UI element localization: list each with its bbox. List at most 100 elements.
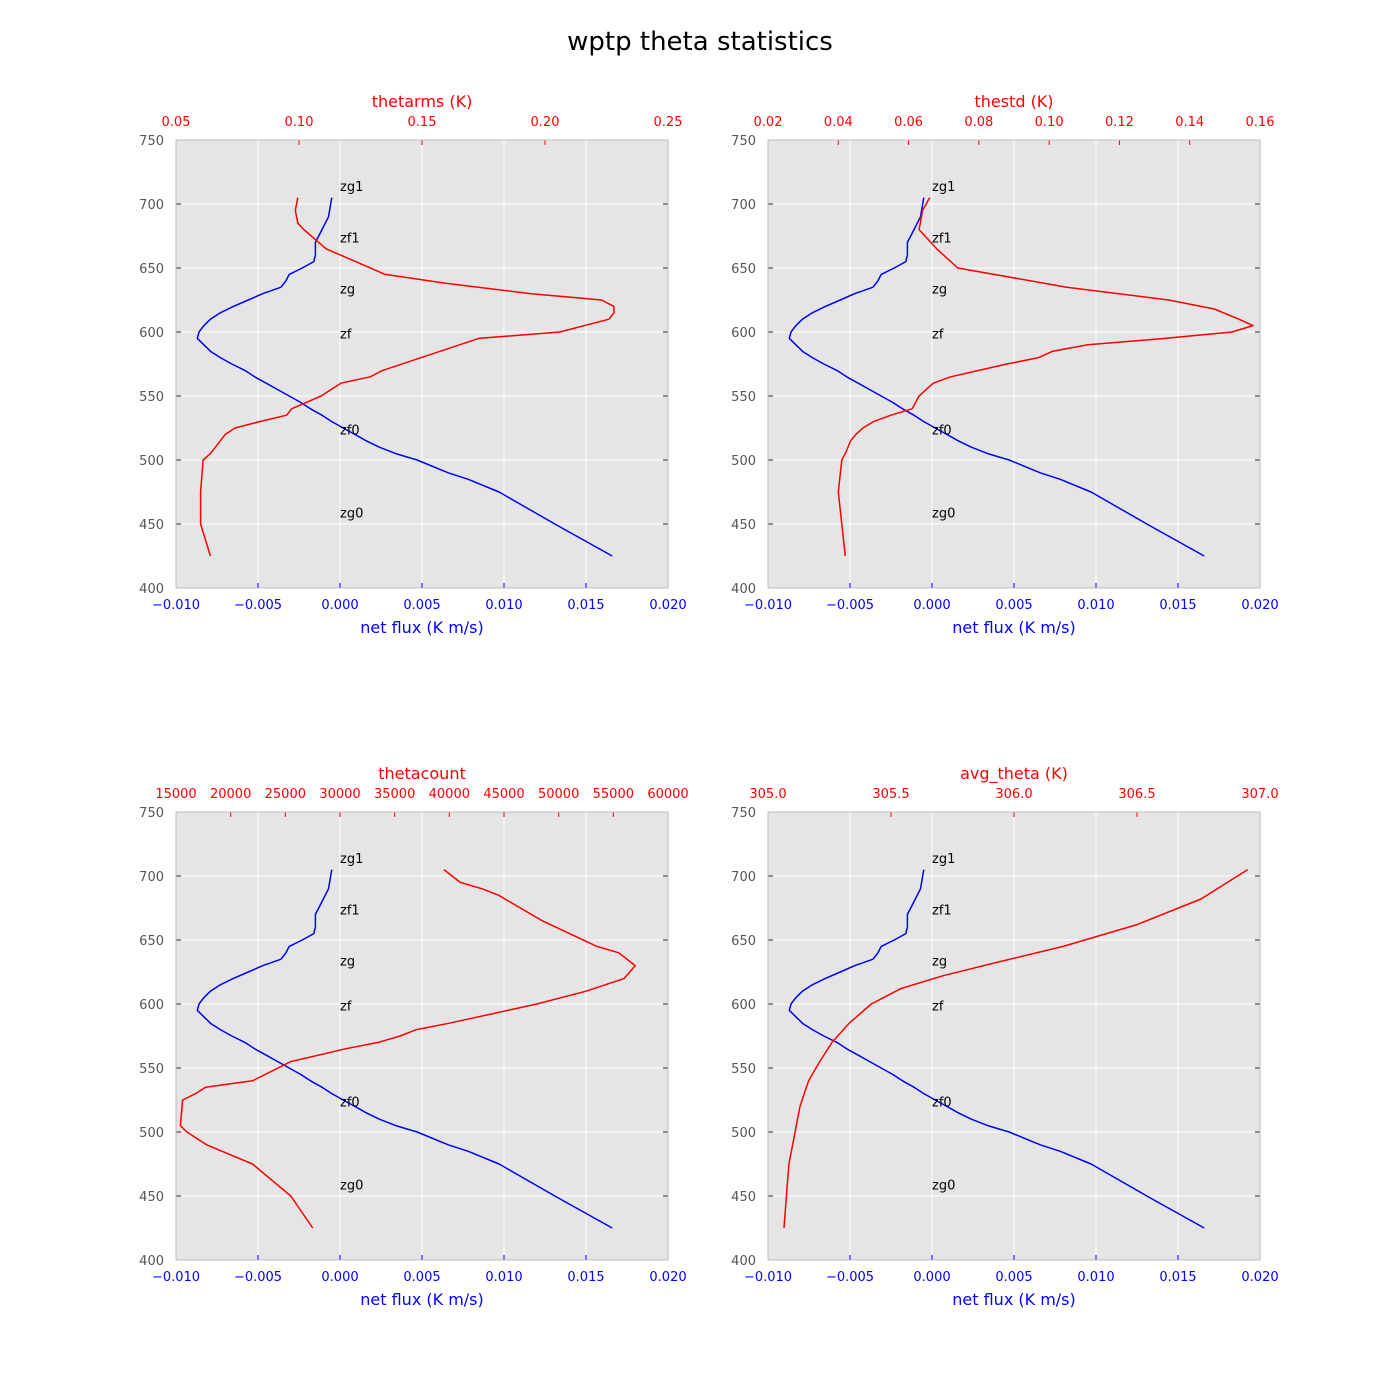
y-tick-label: 450	[139, 1190, 164, 1205]
x-tick-label-top: 0.20	[531, 115, 560, 130]
y-tick-label: 500	[139, 1126, 164, 1141]
y-tick-label: 700	[139, 198, 164, 213]
annotation-label: zg1	[932, 852, 955, 867]
x-tick-label-top: 0.14	[1175, 115, 1204, 130]
plot-frame	[175, 811, 669, 1261]
x-tick-label-top: 0.04	[824, 115, 853, 130]
y-tick-label: 400	[139, 1254, 164, 1269]
y-tick-label: 750	[139, 806, 164, 821]
x-tick-label-top: 25000	[265, 787, 306, 802]
y-tick-label: 400	[731, 1254, 756, 1269]
y-tick-label: 550	[731, 1062, 756, 1077]
series-line-net-flux	[788, 197, 1205, 557]
x-tick-label-top: 0.25	[654, 115, 683, 130]
annotation-label: zf1	[340, 903, 360, 918]
annotation-label: zg1	[932, 180, 955, 195]
annotation-label: zf	[340, 327, 352, 342]
x-tick-label-top: 0.10	[285, 115, 314, 130]
x-tick-label-top: 0.15	[408, 115, 437, 130]
series-line-top	[837, 197, 1254, 557]
x-tick-label-bottom: 0.005	[403, 598, 440, 613]
y-tick-label: 600	[139, 998, 164, 1013]
plot-frame	[175, 139, 669, 589]
annotation-label: zf0	[932, 423, 952, 438]
x-tick-label-top: 40000	[429, 787, 470, 802]
plot-frame	[767, 811, 1261, 1261]
x-tick-label-top: 307.0	[1241, 787, 1278, 802]
y-tick-label: 450	[139, 518, 164, 533]
x-tick-label-top: 0.05	[162, 115, 191, 130]
y-tick-label: 650	[731, 934, 756, 949]
x-tick-label-top: 306.5	[1118, 787, 1155, 802]
x-axis-label-top: thestd (K)	[974, 92, 1053, 111]
annotation-label: zg	[340, 283, 355, 298]
y-tick-label: 550	[139, 1062, 164, 1077]
subplot-thetacount: −0.010 −0.005 0.000 0.005 0.010 0.015 0.020 net…	[139, 764, 689, 1309]
y-tick-label: 550	[731, 390, 756, 405]
y-tick-label: 500	[139, 454, 164, 469]
x-tick-label-bottom: −0.005	[826, 598, 874, 613]
annotation-label: zf	[932, 999, 944, 1014]
x-tick-label-bottom: 0.005	[995, 598, 1032, 613]
subplot-thestd: −0.010 −0.005 0.000 0.005 0.010 0.015 0.020 net…	[731, 92, 1278, 637]
series-line-net-flux	[196, 869, 613, 1229]
y-tick-label: 650	[731, 262, 756, 277]
y-tick-label: 750	[139, 134, 164, 149]
x-tick-label-bottom: 0.010	[1077, 1270, 1114, 1285]
x-tick-label-top: 0.12	[1105, 115, 1134, 130]
x-tick-label-bottom: −0.005	[234, 1270, 282, 1285]
x-tick-label-top: 60000	[647, 787, 688, 802]
series-line-top	[199, 197, 615, 557]
subplot-avg-theta: −0.010 −0.005 0.000 0.005 0.010 0.015 0.020 net…	[731, 764, 1278, 1309]
annotation-label: zf	[340, 999, 352, 1014]
series-line-net-flux	[788, 869, 1205, 1229]
subplot-thetarms: −0.010 −0.005 0.000 0.005 0.010 0.015 0.020 net…	[139, 92, 686, 637]
series-line-top	[179, 869, 636, 1229]
x-tick-label-top: 30000	[319, 787, 360, 802]
y-tick-label: 650	[139, 262, 164, 277]
x-tick-label-top: 55000	[593, 787, 634, 802]
annotation-label: zg1	[340, 180, 363, 195]
annotation-label: zf1	[932, 903, 952, 918]
annotation-label: zg	[932, 283, 947, 298]
annotation-label: zg0	[340, 507, 363, 522]
x-tick-label-bottom: −0.010	[152, 598, 200, 613]
x-tick-label-bottom: 0.000	[913, 598, 950, 613]
x-tick-label-bottom: 0.015	[567, 1270, 604, 1285]
y-tick-label: 600	[139, 326, 164, 341]
y-tick-label: 400	[731, 582, 756, 597]
x-tick-label-bottom: 0.000	[321, 1270, 358, 1285]
annotation-label: zg0	[932, 1179, 955, 1194]
x-axis-label-bottom: net flux (K m/s)	[952, 1290, 1076, 1309]
x-tick-label-top: 305.5	[872, 787, 909, 802]
x-tick-label-bottom: 0.020	[649, 1270, 686, 1285]
x-tick-label-top: 0.10	[1035, 115, 1064, 130]
annotation-label: zf0	[340, 423, 360, 438]
x-axis-label-top: avg_theta (K)	[960, 764, 1068, 784]
x-tick-label-bottom: 0.020	[1241, 1270, 1278, 1285]
x-tick-label-top: 20000	[210, 787, 251, 802]
y-tick-label: 400	[139, 582, 164, 597]
x-tick-label-top: 305.0	[749, 787, 786, 802]
series-line-top	[783, 868, 1249, 1229]
x-tick-label-bottom: 0.020	[649, 598, 686, 613]
x-tick-label-bottom: −0.005	[234, 598, 282, 613]
y-tick-label: 650	[139, 934, 164, 949]
annotation-label: zf1	[340, 231, 360, 246]
x-tick-label-bottom: −0.010	[744, 598, 792, 613]
x-tick-label-bottom: 0.010	[485, 1270, 522, 1285]
annotation-label: zf1	[932, 231, 952, 246]
x-axis-label-top: thetarms (K)	[372, 92, 473, 111]
subplots: −0.010 −0.005 0.000 0.005 0.010 0.015 0.020 net…	[139, 92, 1278, 1309]
figure-title: wptp theta statistics	[567, 27, 833, 57]
x-tick-label-top: 35000	[374, 787, 415, 802]
annotation-label: zf0	[932, 1095, 952, 1110]
annotation-label: zg	[932, 955, 947, 970]
plot-frame	[767, 139, 1261, 589]
y-tick-label: 500	[731, 454, 756, 469]
x-tick-label-bottom: 0.015	[567, 598, 604, 613]
y-tick-label: 600	[731, 998, 756, 1013]
x-axis-label-top: thetacount	[378, 764, 465, 783]
y-tick-label: 700	[731, 198, 756, 213]
x-tick-label-top: 0.06	[894, 115, 923, 130]
